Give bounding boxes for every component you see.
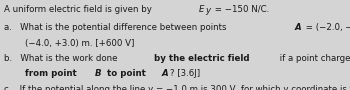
Text: E: E <box>198 4 204 14</box>
Text: b.   What is the work done: b. What is the work done <box>4 54 120 63</box>
Text: c.   If the potential along the line y = −1.0 m is 300 V, for which y coordinate: c. If the potential along the line y = −… <box>4 85 350 90</box>
Text: y: y <box>206 6 211 15</box>
Text: B: B <box>95 69 102 78</box>
Text: a.   What is the potential difference between points: a. What is the potential difference betw… <box>4 23 230 32</box>
Text: if a point charge q = −6.0 mC is moved: if a point charge q = −6.0 mC is moved <box>278 54 350 63</box>
Text: ? [3.6J]: ? [3.6J] <box>170 69 200 78</box>
Text: = (−2.0, −1.0) m and: = (−2.0, −1.0) m and <box>303 23 350 32</box>
Text: A uniform electric field is given by: A uniform electric field is given by <box>4 4 155 14</box>
Text: to point: to point <box>104 69 148 78</box>
Text: A: A <box>162 69 168 78</box>
Text: (−4.0, +3.0) m. [+600 V]: (−4.0, +3.0) m. [+600 V] <box>25 39 134 48</box>
Text: by the electric field: by the electric field <box>154 54 250 63</box>
Text: from point: from point <box>25 69 79 78</box>
Text: = −150 N/C.: = −150 N/C. <box>212 4 270 14</box>
Text: A: A <box>295 23 301 32</box>
